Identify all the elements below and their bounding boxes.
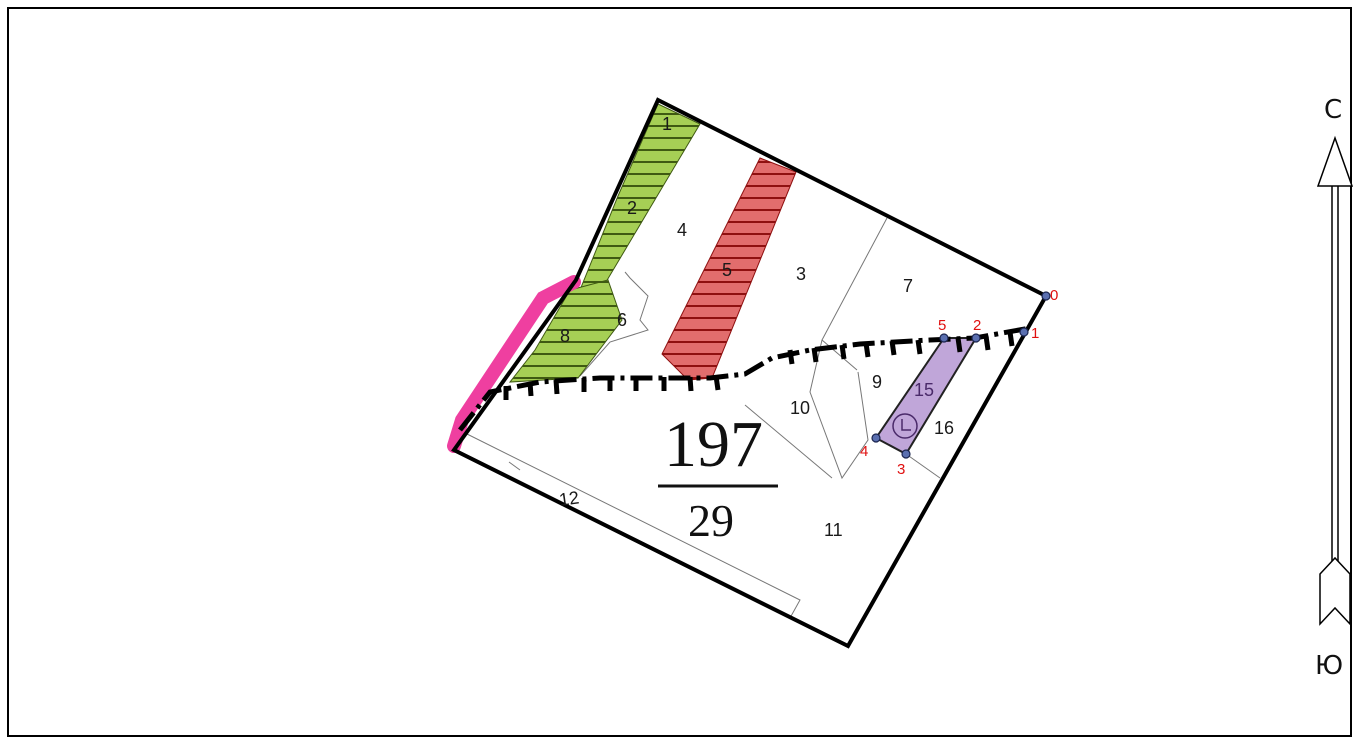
compass-arrow (1316, 135, 1354, 626)
parcel-label-10: 10 (790, 398, 810, 418)
dividing-line (458, 325, 1031, 432)
zone-green-north (579, 103, 701, 291)
zone-green-west (508, 279, 623, 383)
structure-symbol-icon (892, 413, 918, 439)
structure-symbol-hands (901, 419, 911, 431)
dividing-line-ticks (503, 331, 1015, 400)
parcel-label-1: 1 (662, 114, 672, 134)
point-label-0: 0 (1050, 287, 1058, 304)
parcel-label-6: 6 (617, 310, 627, 330)
survey-points (871, 291, 1051, 459)
survey-point-0[interactable] (1041, 291, 1051, 301)
compass-south-label: Ю (1315, 651, 1343, 681)
south-arrow-tail-icon (1319, 556, 1351, 626)
point-label-1: 1 (1031, 325, 1039, 342)
parcel-label-8: 8 (560, 326, 570, 346)
plot-denominator: 29 (688, 495, 734, 546)
parcel-label-9: 9 (872, 372, 882, 392)
parcel-label-16: 16 (934, 418, 954, 438)
parcel-label-3: 3 (796, 264, 806, 284)
survey-point-2[interactable] (971, 333, 981, 343)
parcel-label-15: 15 (914, 380, 934, 400)
parcel-label-7: 7 (903, 276, 913, 296)
survey-point-3[interactable] (901, 449, 911, 459)
parcel-label-4: 4 (677, 220, 687, 240)
compass-north-label: С (1324, 95, 1342, 125)
parcel-label-2: 2 (627, 198, 637, 218)
parcel-label-5: 5 (722, 260, 732, 280)
parcel-subdivision-lines (462, 217, 941, 619)
point-label-3: 3 (897, 461, 905, 478)
plot-number: 197 (664, 408, 763, 481)
survey-point-5[interactable] (939, 333, 949, 343)
survey-point-4[interactable] (871, 433, 881, 443)
north-arrow-icon (1316, 135, 1354, 187)
parcel-label-12: 12 (558, 487, 581, 510)
pink-boundary-strip (447, 275, 581, 453)
parcel-boundary (451, 97, 1049, 649)
map-frame-border (7, 7, 1352, 737)
point-label-4: 4 (860, 443, 868, 460)
point-label-5: 5 (938, 317, 946, 334)
parcel-label-11: 11 (824, 520, 843, 540)
point-label-2: 2 (973, 317, 981, 334)
survey-point-1[interactable] (1019, 327, 1029, 337)
